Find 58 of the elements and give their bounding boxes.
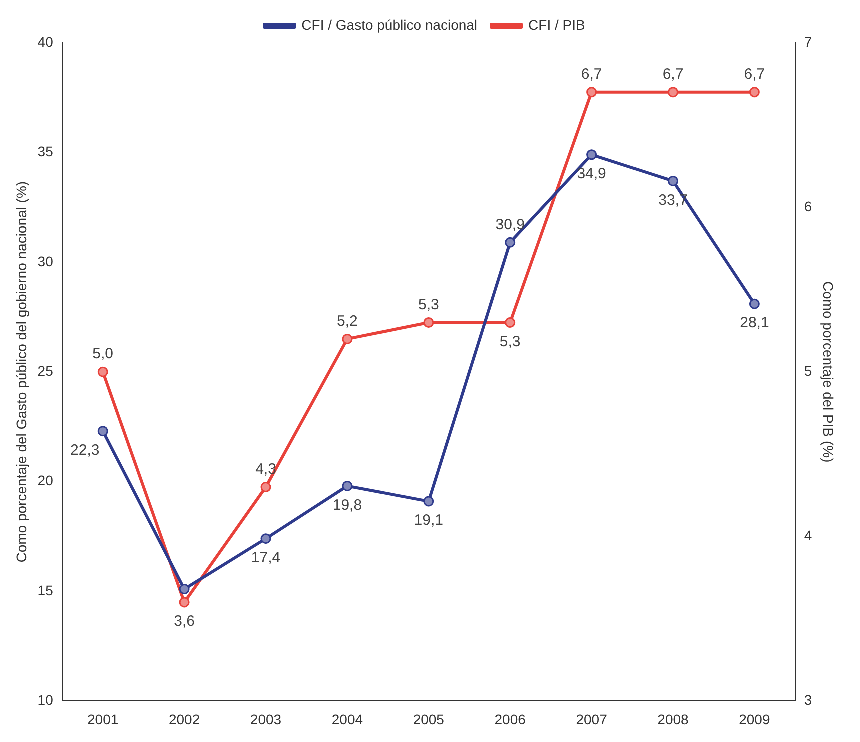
y-tick-label: 35 [38,144,54,160]
x-tick-label: 2008 [658,711,690,728]
y2-tick-label: 4 [804,528,812,544]
y2-tick-label: 5 [804,362,812,379]
point [98,366,108,378]
data-label: 6,7 [744,66,766,84]
point [586,150,598,160]
x-tick-label: 2002 [168,711,200,728]
point [505,317,516,328]
point [260,534,272,544]
y-tick-label: 25 [38,362,54,379]
y2-tick-label: 7 [804,34,812,50]
y2-tick-label: 3 [804,692,812,708]
point [505,237,516,248]
data-label: 19,8 [332,496,362,514]
point [342,334,353,344]
point [179,584,190,595]
y-tick-label: 20 [38,472,54,489]
y-tick-label: 10 [38,692,54,708]
x-tick-label: 2001 [88,711,119,728]
data-label: 30,9 [496,216,525,234]
data-label: 5,0 [92,346,114,363]
x-tick-label: 2004 [332,711,364,728]
point [424,317,434,328]
point [668,176,678,186]
y2-tick-label: 6 [804,198,812,214]
point [586,87,598,98]
y-axis-title: Como porcentaje del Gasto público del gobierno nacional (%) [13,181,30,563]
data-label: 19,1 [414,512,444,530]
x-tick-label: 2003 [250,711,282,728]
data-label: 5,3 [500,333,521,350]
data-label: 22,3 [70,442,100,459]
x-tick-label: 2005 [413,711,445,728]
point [749,87,760,98]
data-label: 6,7 [662,66,684,84]
data-label: 28,1 [740,314,770,332]
point [179,597,190,608]
x-tick-label: 2009 [739,711,770,728]
x-tick-label: 2006 [494,711,526,728]
point [424,496,434,507]
data-label: 5,3 [418,296,440,314]
y-tick-label: 30 [38,253,54,270]
legend-label: CFI / PIB [528,16,586,33]
legend-label: CFI / Gasto público nacional [302,16,478,33]
point [342,480,353,492]
data-label: 34,9 [577,166,606,183]
data-label: 6,7 [581,66,602,84]
y-tick-label: 40 [38,34,54,50]
data-label: 17,4 [251,549,281,566]
x-tick-label: 2007 [576,711,608,728]
data-label: 3,6 [174,613,195,630]
point [668,87,678,98]
y2-axis-title: Como porcentaje del PIB (%) [820,281,837,463]
point [98,426,108,437]
data-label: 5,2 [337,312,358,330]
point [749,298,760,310]
y-tick-label: 15 [38,582,54,598]
point [260,482,272,493]
